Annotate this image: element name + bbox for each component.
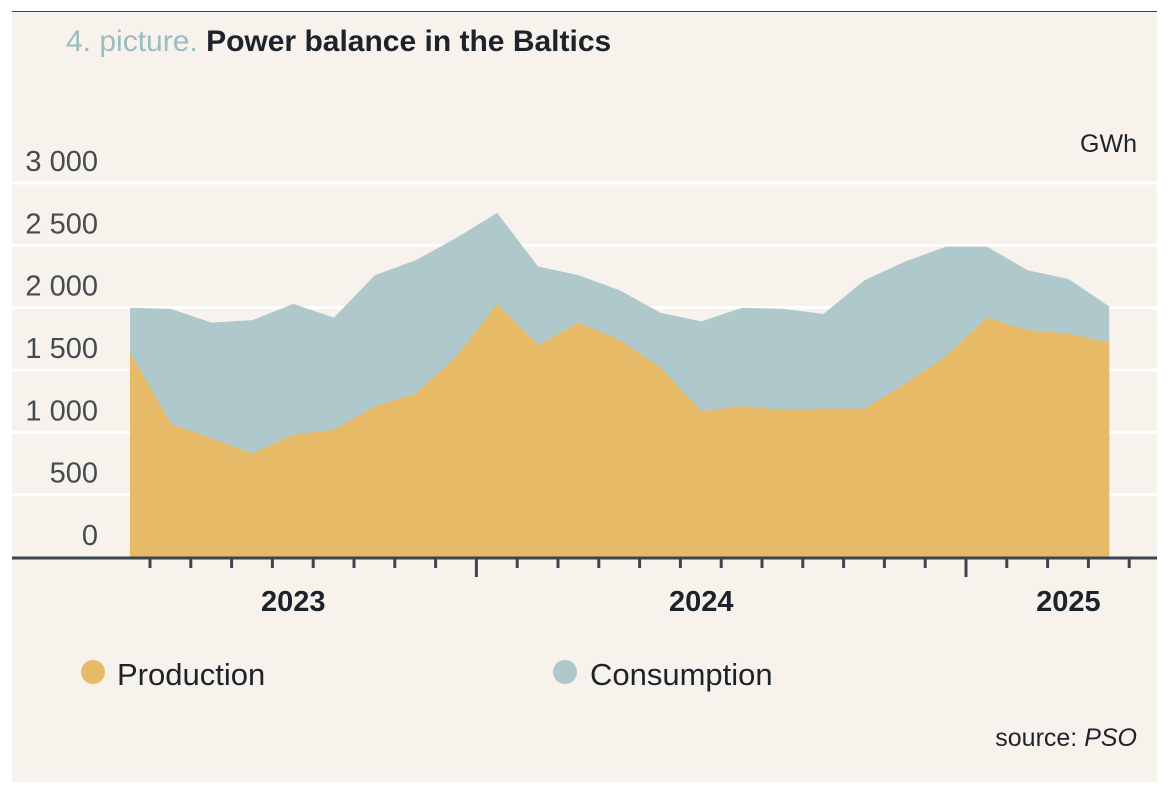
y-axis-labels: 0 500 1 000 1 500 2 000 2 500 3 000	[25, 146, 98, 552]
figure-number: 4. picture.	[66, 25, 198, 58]
y-tick-label: 2 500	[25, 208, 98, 240]
y-tick-label: 1 000	[25, 395, 98, 427]
legend: Production Consumption	[81, 657, 773, 692]
consumption-legend-swatch	[553, 660, 577, 684]
consumption-legend-label: Consumption	[590, 657, 773, 692]
x-tick-label: 2025	[1036, 586, 1101, 618]
y-tick-label: 2 000	[25, 271, 98, 303]
x-tick-label: 2024	[669, 586, 734, 618]
y-tick-label: 0	[82, 520, 98, 552]
source-note: source: PSO	[995, 724, 1137, 752]
production-area	[130, 303, 1110, 557]
title-text: Power balance in the Baltics	[206, 25, 612, 58]
unit-label: GWh	[1080, 130, 1137, 158]
y-tick-label: 500	[50, 458, 98, 490]
production-legend-swatch	[81, 660, 105, 684]
production-legend-label: Production	[117, 657, 265, 692]
chart-title: 4. picture. Power balance in the Baltics	[66, 24, 611, 60]
y-tick-label: 1 500	[25, 333, 98, 365]
y-tick-label: 3 000	[25, 146, 98, 178]
source-label: source:	[995, 724, 1077, 752]
data-areas	[130, 212, 1110, 557]
x-axis: 2023 2024 2025	[12, 556, 1157, 618]
source-name: PSO	[1084, 724, 1137, 752]
x-tick-label: 2023	[261, 586, 326, 618]
